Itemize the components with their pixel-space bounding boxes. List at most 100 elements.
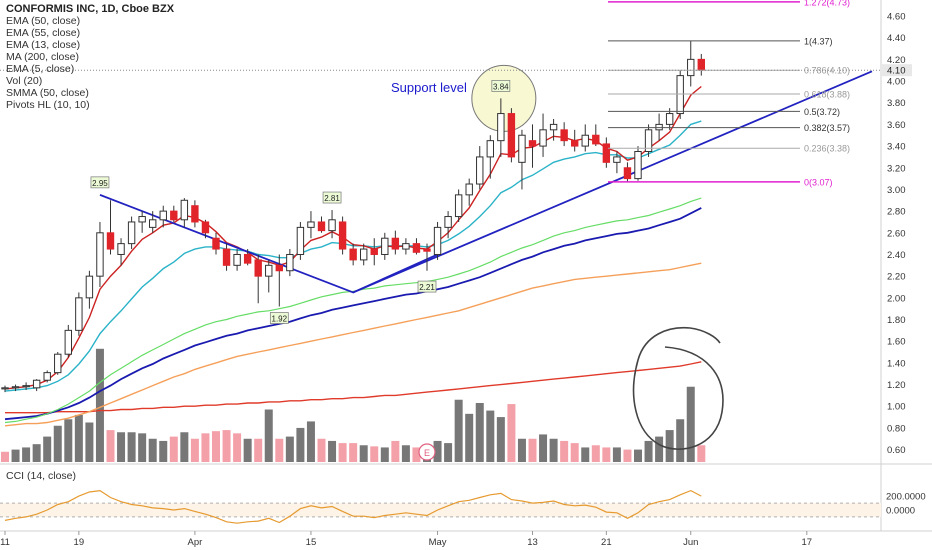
legend-ema13[interactable]: EMA (13, close) <box>6 39 81 51</box>
candle[interactable] <box>381 232 389 260</box>
candle[interactable] <box>1 385 9 393</box>
candle-body <box>518 134 526 163</box>
ma200-line[interactable] <box>5 361 702 414</box>
ema55-line[interactable] <box>4 207 702 421</box>
candle[interactable] <box>159 205 167 228</box>
candle[interactable] <box>507 108 516 163</box>
candle-body <box>349 248 357 261</box>
candle[interactable] <box>402 238 410 255</box>
candle[interactable] <box>96 221 104 287</box>
candle[interactable] <box>444 211 452 239</box>
candle[interactable] <box>539 113 547 157</box>
candle[interactable] <box>265 259 273 293</box>
candle[interactable] <box>85 270 94 309</box>
candle[interactable] <box>212 232 220 255</box>
candle[interactable] <box>296 221 305 260</box>
candle[interactable] <box>233 249 241 271</box>
candle[interactable] <box>518 129 526 190</box>
candle[interactable] <box>191 200 199 228</box>
candle-body <box>243 253 252 264</box>
candle[interactable] <box>328 210 336 239</box>
ema50-line[interactable] <box>4 197 702 424</box>
candle[interactable] <box>602 137 611 168</box>
candle[interactable] <box>243 249 252 266</box>
cci-line[interactable] <box>4 489 702 524</box>
candle[interactable] <box>560 122 568 147</box>
candle[interactable] <box>465 178 473 206</box>
candle[interactable] <box>22 382 30 390</box>
candle[interactable] <box>275 254 284 307</box>
legend-ema50[interactable]: EMA (50, close) <box>6 15 81 27</box>
candle[interactable] <box>370 238 378 266</box>
candle[interactable] <box>307 211 315 239</box>
candle[interactable] <box>644 124 653 157</box>
candle[interactable] <box>655 113 663 141</box>
candle[interactable] <box>127 216 136 250</box>
candle[interactable] <box>32 379 41 392</box>
candle[interactable] <box>687 40 695 87</box>
candle[interactable] <box>338 216 347 255</box>
candle[interactable] <box>222 243 231 271</box>
candle[interactable] <box>476 146 484 190</box>
legend-ema55[interactable]: EMA (55, close) <box>6 27 81 39</box>
volume-bar <box>317 438 326 462</box>
legend-ma200[interactable]: MA (200, close) <box>6 51 79 63</box>
candle[interactable] <box>497 98 505 157</box>
candle[interactable] <box>613 151 621 174</box>
earnings-marker[interactable] <box>418 443 436 461</box>
candle[interactable] <box>571 129 579 152</box>
candle[interactable] <box>592 124 600 147</box>
candle[interactable] <box>486 135 495 179</box>
candle[interactable] <box>634 146 642 181</box>
candle-body <box>127 221 136 245</box>
candle[interactable] <box>349 243 357 266</box>
candle[interactable] <box>391 230 400 255</box>
legend-ema5[interactable]: EMA (5, close) <box>6 63 75 75</box>
candle[interactable] <box>528 124 537 168</box>
legend-volume[interactable]: Vol (20) <box>6 75 43 87</box>
candle-body <box>402 243 410 250</box>
candle[interactable] <box>11 384 20 392</box>
candle[interactable] <box>54 352 62 375</box>
volume-bar <box>180 432 189 462</box>
smma50-line[interactable] <box>4 262 702 427</box>
candle[interactable] <box>75 292 83 336</box>
candle[interactable] <box>64 324 72 358</box>
candle[interactable] <box>581 124 589 152</box>
cci-legend[interactable]: CCI (14, close) <box>6 470 77 482</box>
candle[interactable] <box>117 238 125 266</box>
candle[interactable] <box>423 243 431 271</box>
pivot-label: 2.81 <box>324 194 340 203</box>
candle[interactable] <box>43 370 51 383</box>
candle[interactable] <box>170 205 178 222</box>
legend-smma50[interactable]: SMMA (50, close) <box>6 87 89 99</box>
candle[interactable] <box>254 254 262 304</box>
candle[interactable] <box>676 70 684 119</box>
candle[interactable] <box>454 189 463 222</box>
candle-body <box>655 123 663 131</box>
candle[interactable] <box>201 219 210 239</box>
candle[interactable] <box>697 53 705 76</box>
fib-level-label: 0(3.07) <box>804 177 833 187</box>
candle[interactable] <box>149 211 157 233</box>
candle[interactable] <box>286 249 294 277</box>
candle[interactable] <box>623 162 632 182</box>
candle[interactable] <box>412 238 421 255</box>
candle[interactable] <box>317 216 326 233</box>
price-axis-tick: 2.00 <box>887 293 906 304</box>
symbol-title[interactable]: CONFORMIS INC, 1D, Cboe BZX <box>6 3 175 15</box>
candle[interactable] <box>106 200 115 255</box>
volume-bar <box>201 433 210 462</box>
candle[interactable] <box>180 198 189 228</box>
fib-level-label: 0.618(3.88) <box>804 90 850 100</box>
candle[interactable] <box>549 118 558 141</box>
candle[interactable] <box>360 243 368 266</box>
volume-bar <box>697 445 706 462</box>
legend-pivots[interactable]: Pivots HL (10, 10) <box>6 99 90 111</box>
candle-body <box>43 372 51 381</box>
pivot-label-box <box>322 191 342 204</box>
candle-body <box>687 58 695 77</box>
candle[interactable] <box>433 221 442 260</box>
candle[interactable] <box>138 211 146 233</box>
